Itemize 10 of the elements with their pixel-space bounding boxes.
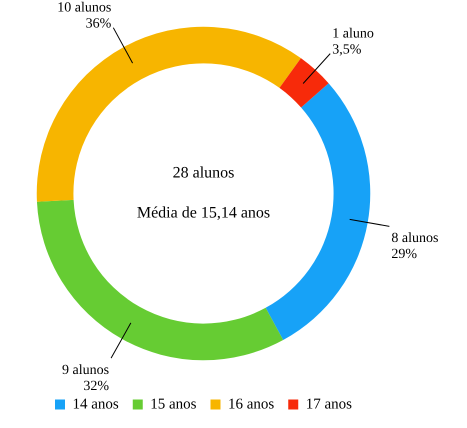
legend-label: 17 anos [306, 396, 352, 412]
data-label: 10 alunos 36% [57, 0, 112, 32]
text: Média de 15,14 anos [136, 204, 270, 222]
legend-label: 16 anos [228, 396, 274, 412]
data-label: 9 alunos 32% [62, 362, 110, 394]
data-label: 1 aluno 3,5% [332, 26, 374, 58]
legend-label: 15 anos [150, 396, 197, 412]
legend-label: 14 anos [72, 396, 119, 412]
data-label: 8 alunos 29% [391, 231, 438, 262]
text: 28 alunos [172, 164, 234, 182]
